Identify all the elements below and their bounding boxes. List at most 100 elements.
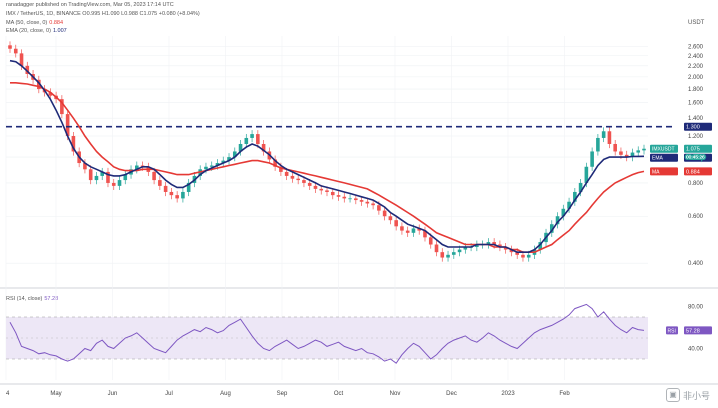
price-tag-name: MA [652,169,660,175]
candle-body [336,195,341,197]
candle-body [549,224,554,233]
candle-body [440,252,445,258]
candle-body [607,131,612,144]
candle-body [296,178,300,181]
candle-body [613,143,617,152]
candle-body [313,185,318,189]
candle-body [446,254,450,258]
candle-body [630,152,635,158]
candle-body [503,247,508,250]
candle-body [624,154,629,158]
candle-body [359,200,364,202]
ema-legend-label: EMA (20, close, 0) [6,28,51,34]
candle-body [181,191,185,199]
rsi-value-tag: 57.28 [686,328,700,334]
candle-body [302,180,306,183]
candle-body [509,249,514,253]
time-tick-label: Sep [277,391,288,397]
candle-body [457,249,462,253]
ma50-line [10,82,645,253]
rsi-name-tag: RSI [668,328,676,334]
candle-body [279,166,283,172]
candle-body [354,198,358,201]
candle-body [106,171,110,183]
candle-body [307,182,312,186]
rsi-tick-label: 40.00 [688,347,704,353]
price-tick-label: 2.400 [688,54,704,60]
rsi-legend-label: RSI (14, close) [6,296,43,302]
candle-body [619,151,623,155]
rsi-band-group [6,316,648,360]
candle-body [452,252,456,255]
candle-body [100,171,105,176]
candle-body [83,163,87,170]
candle-body [411,228,416,233]
candle-body [8,45,12,49]
resistance-tag-value: 1.300 [686,125,700,131]
time-tick-label: Aug [220,391,231,397]
candle-body [48,92,53,96]
candle-body [601,131,606,138]
candle-body [250,134,254,138]
time-tick-label: Feb [559,391,570,397]
candle-body [215,163,220,166]
candle-body [400,226,404,231]
price-tag-name-box [650,167,678,176]
candle-body [492,242,496,245]
price-tag-value-box [684,167,712,176]
candle-body [561,208,566,217]
candle-body [88,169,93,181]
candlestick-series [8,41,646,262]
price-tag-value-box [684,153,712,162]
price-tag-value: 0.884 [686,169,700,175]
candle-body [475,244,479,248]
candle-body [486,242,491,245]
candle-body [117,180,122,186]
candle-body [596,137,600,152]
symbol-ohlc-line: IMX / TetherUS, 1D, BINANCE O0.995 H1.09… [6,11,200,17]
currency-label: USDT [688,20,705,26]
candle-body [578,182,583,192]
candle-body [13,48,18,54]
price-tag-value: 1.007 [686,156,700,162]
candle-body [232,151,237,158]
price-tick-label: 1.600 [688,101,704,107]
candle-body [290,175,295,179]
candle-body [498,244,502,248]
candle-body [555,216,560,225]
candle-body [284,171,289,176]
candle-body [221,160,226,164]
candle-body [111,182,116,186]
price-tick-label: 2.200 [688,64,704,70]
candle-body [71,136,76,152]
price-tick-label: 0.400 [688,261,704,267]
candle-body [94,175,99,181]
price-tag-countdown: 00:45:26 [686,155,705,161]
candle-body [342,196,347,199]
rsi-tick-label: 80.00 [688,305,704,311]
candle-body [227,157,231,161]
watermark-text: 非小号 [682,390,710,401]
candle-body [152,171,156,181]
ema-legend: EMA (20, close, 0) 1.007 [6,28,67,34]
candle-body [175,195,179,199]
candle-body [526,254,531,258]
candle-body [319,188,324,191]
candle-body [417,228,422,231]
price-tag-name: EMA [652,156,664,162]
price-tag-name-box [650,144,678,153]
candle-body [158,180,162,186]
candle-body [538,242,543,250]
candle-body [365,201,370,204]
time-tick-label: Jul [165,391,173,397]
rsi-name-tag-box [666,326,678,335]
price-tick-label: 0.600 [688,214,704,220]
candle-body [382,210,387,217]
candle-body [244,137,249,144]
ema20-line [9,59,645,253]
time-tick-label: May [50,391,61,397]
indicator-lines [6,59,676,364]
candle-body [642,148,646,151]
candle-body [135,165,139,170]
candle-body [515,252,519,255]
